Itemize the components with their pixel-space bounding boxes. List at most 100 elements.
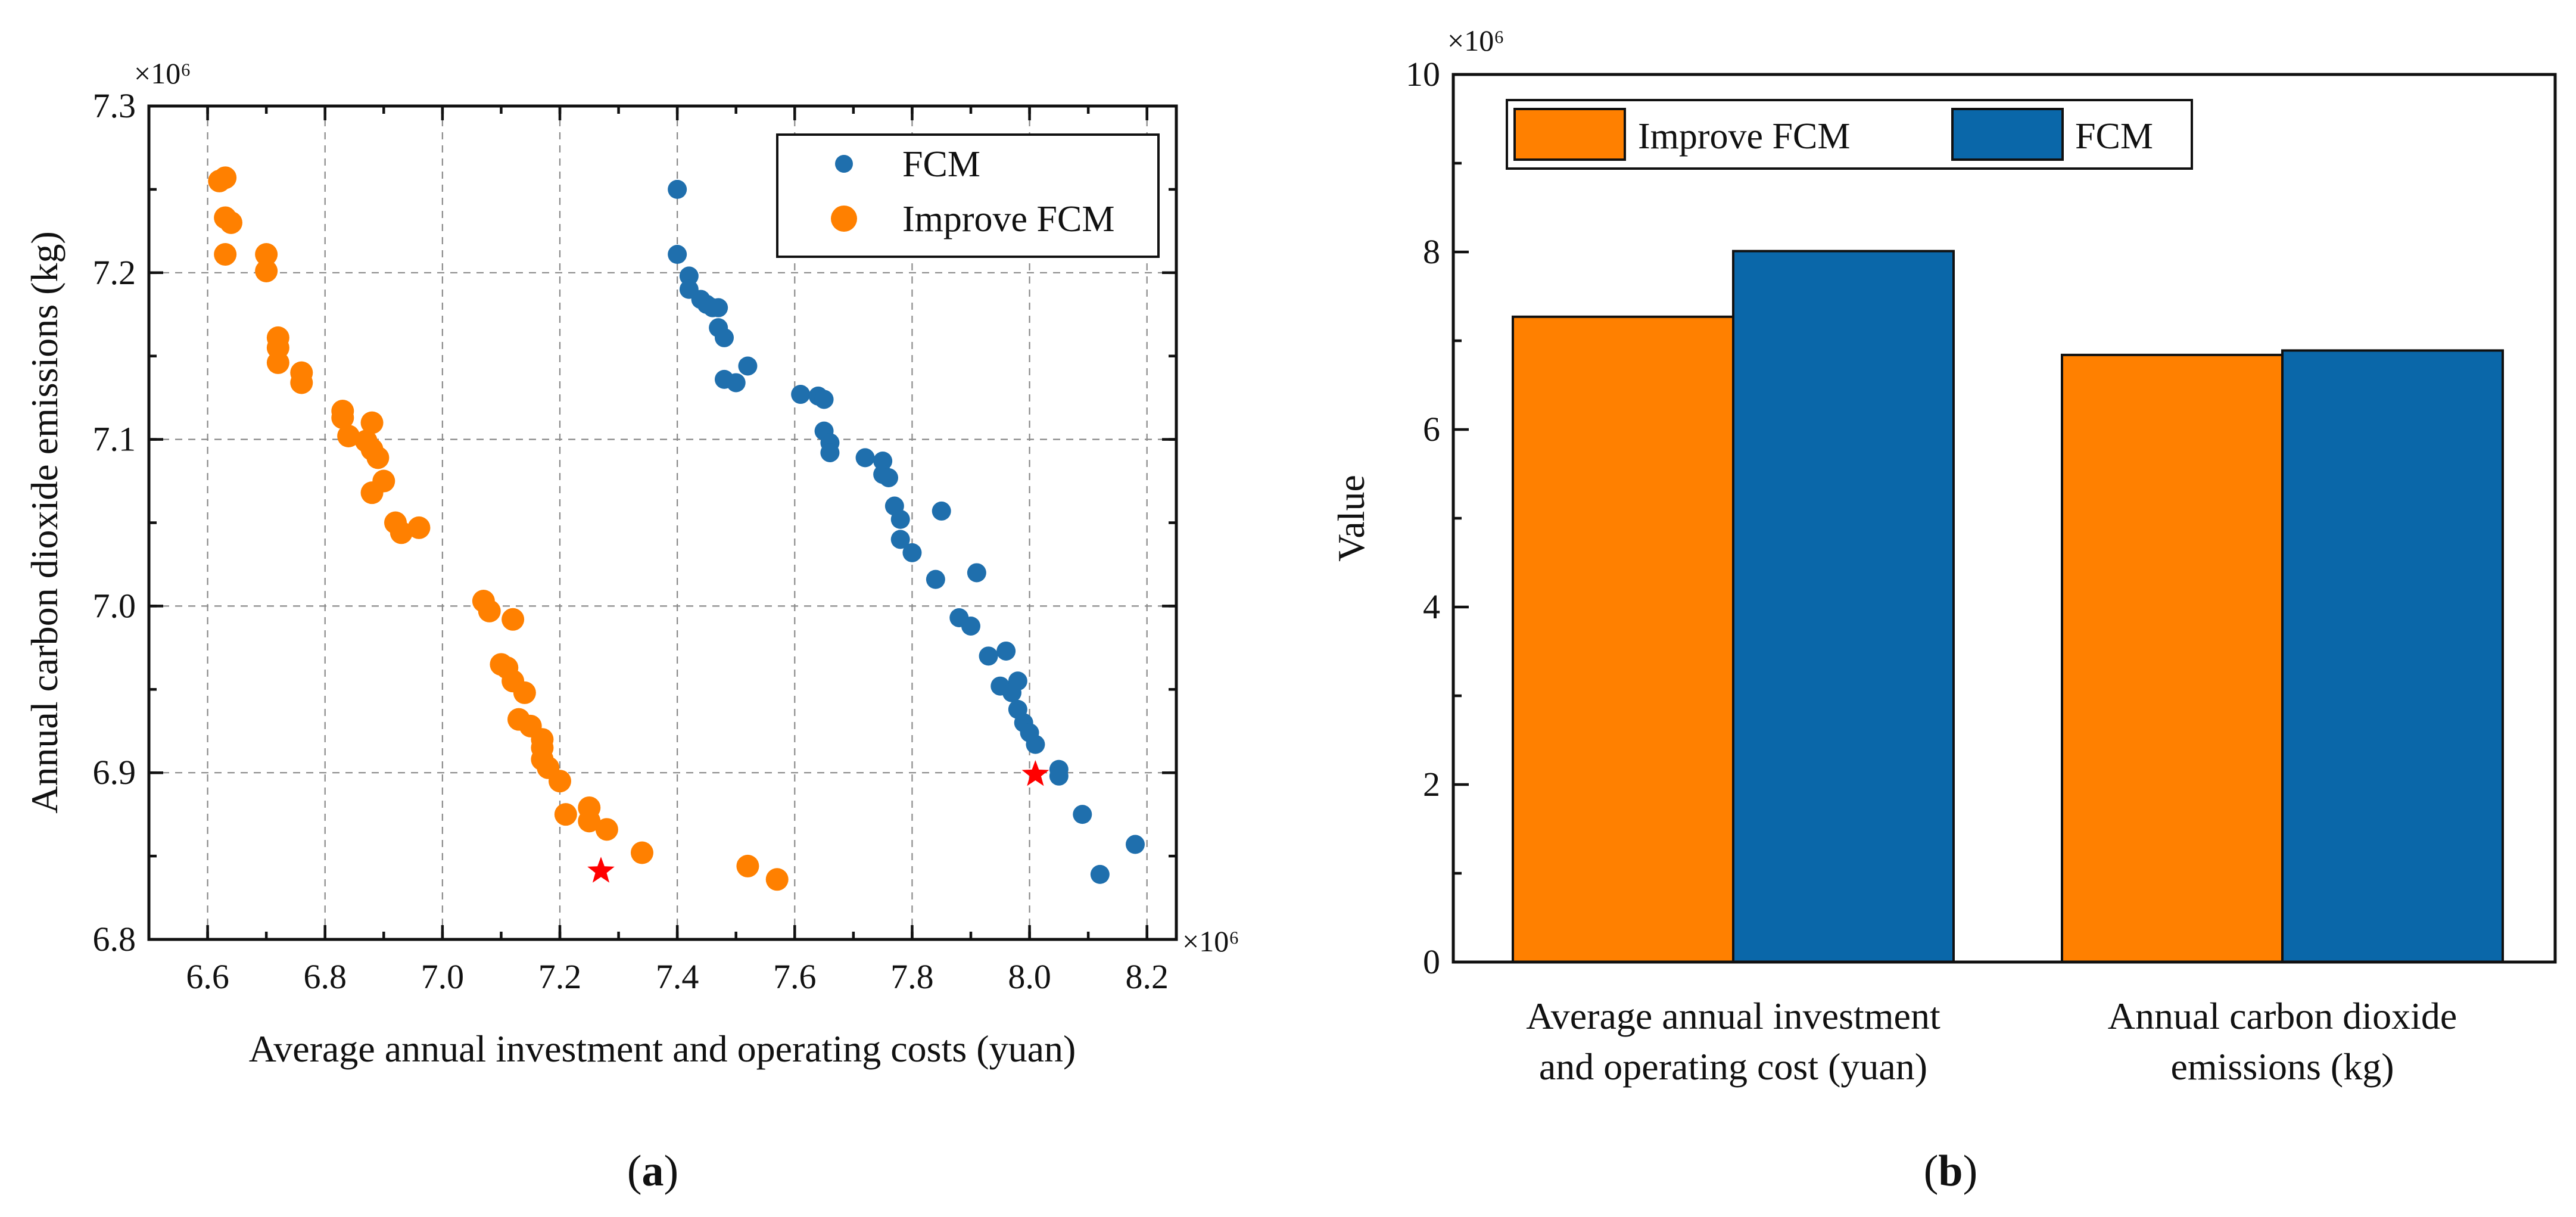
- point-improve-fcm: [478, 599, 501, 622]
- y-tick-label: 6.9: [93, 753, 136, 792]
- y-tick-label: 7.0: [93, 586, 136, 625]
- x-tick-label: 7.4: [656, 957, 699, 996]
- bar-y-tick-label: 6: [1423, 410, 1440, 449]
- point-improve-fcm: [407, 516, 431, 539]
- point-improve-fcm: [360, 481, 384, 505]
- point-fcm: [1026, 734, 1045, 754]
- bar-legend-label-fcm: FCM: [2075, 116, 2153, 157]
- point-fcm: [979, 646, 998, 666]
- point-improve-fcm: [736, 854, 759, 877]
- x-tick-label: 7.8: [890, 957, 934, 996]
- point-fcm: [1090, 864, 1110, 884]
- point-improve-fcm: [549, 770, 571, 793]
- point-fcm: [961, 616, 980, 636]
- point-improve-fcm: [631, 841, 653, 864]
- point-fcm: [791, 385, 811, 404]
- bar-legend-swatch-improve-fcm: [1513, 108, 1626, 161]
- point-fcm: [1126, 835, 1145, 854]
- point-fcm: [715, 328, 734, 347]
- bar-y-axis-title: Value: [1330, 475, 1372, 562]
- bar-legend-label-improve-fcm: Improve FCM: [1638, 116, 1851, 157]
- bar-improve-fcm-1: [1512, 315, 1734, 963]
- point-fcm: [879, 468, 898, 487]
- x-tick-label: 8.2: [1125, 957, 1169, 996]
- point-improve-fcm: [208, 169, 231, 192]
- point-fcm: [668, 245, 687, 264]
- x-tick-label: 7.2: [538, 957, 582, 996]
- scatter-legend: FCM Improve FCM: [776, 133, 1160, 258]
- point-improve-fcm: [765, 868, 789, 891]
- point-fcm: [738, 356, 758, 376]
- x-tick-label: 6.8: [303, 957, 347, 996]
- point-fcm: [890, 530, 910, 549]
- point-improve-fcm: [366, 446, 390, 469]
- panel-label-b-letter: b: [1938, 1147, 1963, 1196]
- point-fcm: [996, 641, 1016, 661]
- y-tick-label: 6.8: [93, 920, 136, 958]
- scatter-points: [208, 166, 1145, 891]
- point-improve-fcm: [337, 425, 360, 448]
- x-multiplier-label: ×10⁶: [1182, 925, 1239, 958]
- scatter-legend-box: [776, 133, 1160, 258]
- y-multiplier-label: ×10⁶: [134, 57, 191, 90]
- legend-marker-improve-fcm: [831, 206, 857, 232]
- x-tick-label: 8.0: [1008, 957, 1051, 996]
- point-fcm: [890, 509, 910, 529]
- point-improve-fcm: [390, 521, 413, 544]
- point-improve-fcm: [255, 243, 278, 266]
- point-fcm: [1008, 671, 1027, 691]
- bar-y-tick-label: 10: [1406, 55, 1440, 94]
- point-improve-fcm: [554, 803, 577, 826]
- y-axis-title: Annual carbon dioxide emissions (kg): [23, 231, 66, 814]
- optimal-point-star: [587, 857, 615, 883]
- optimal-point-star: [1021, 760, 1049, 786]
- bar-category-label: and operating cost (yuan): [1539, 1045, 1927, 1088]
- point-fcm: [814, 390, 834, 409]
- point-fcm: [668, 179, 687, 199]
- point-improve-fcm: [266, 351, 289, 374]
- legend-marker-fcm: [835, 155, 853, 173]
- bar-y-tick-label: 0: [1423, 942, 1440, 981]
- point-fcm: [967, 563, 986, 583]
- point-improve-fcm: [595, 818, 618, 841]
- scatter-chart: 6.6 6.8 7.0 7.2 7.4 7.6 7.8 8.0 8.2 6.8 6.9 7.0 7.1 7…: [23, 57, 1239, 1196]
- bar-category-labels: Average annual investment and operating c…: [1526, 995, 2457, 1088]
- bar-chart: 0 2 4 6 8 10 Average annual investment and ope…: [1330, 24, 2557, 1196]
- point-fcm: [926, 569, 945, 589]
- legend-label-improve-fcm: Improve FCM: [902, 199, 1115, 239]
- bar-fcm-1: [1732, 250, 1955, 963]
- bar-category-label: emissions (kg): [2170, 1045, 2394, 1088]
- panel-label-b: (b): [1924, 1147, 1977, 1196]
- point-improve-fcm: [220, 211, 242, 234]
- bar-legend-swatch-fcm: [1951, 108, 2064, 161]
- point-fcm: [709, 298, 728, 318]
- point-fcm: [726, 373, 746, 393]
- x-tick-label: 7.0: [421, 957, 465, 996]
- x-tick-label: 6.6: [186, 957, 229, 996]
- point-fcm: [679, 266, 699, 286]
- y-tick-label: 7.3: [93, 86, 136, 125]
- bar-y-tick-label: 8: [1423, 232, 1440, 271]
- x-axis-title: Average annual investment and operating …: [249, 1028, 1076, 1070]
- bar-y-tick-label: 2: [1423, 765, 1440, 804]
- scatter-ticks: 6.6 6.8 7.0 7.2 7.4 7.6 7.8 8.0 8.2 6.8 6.9 7.0 7.1 7…: [93, 86, 1176, 996]
- bar-legend: Improve FCM FCM: [1506, 99, 2193, 170]
- point-improve-fcm: [214, 243, 237, 266]
- point-fcm: [902, 543, 922, 562]
- point-improve-fcm: [331, 406, 354, 429]
- bar-improve-fcm-2: [2061, 353, 2284, 963]
- point-improve-fcm: [513, 681, 536, 704]
- legend-label-fcm: FCM: [902, 144, 980, 185]
- point-fcm: [855, 448, 875, 468]
- y-tick-label: 7.2: [93, 253, 136, 292]
- point-improve-fcm: [502, 608, 525, 631]
- y-tick-label: 7.1: [93, 420, 136, 459]
- bar-y-multiplier-label: ×10⁶: [1447, 24, 1505, 57]
- point-fcm: [1049, 766, 1069, 786]
- point-improve-fcm: [290, 371, 313, 394]
- bar-category-label: Annual carbon dioxide: [2108, 995, 2457, 1037]
- point-fcm: [1073, 805, 1092, 824]
- point-improve-fcm: [578, 810, 601, 833]
- panel-label-a-letter: a: [642, 1147, 664, 1196]
